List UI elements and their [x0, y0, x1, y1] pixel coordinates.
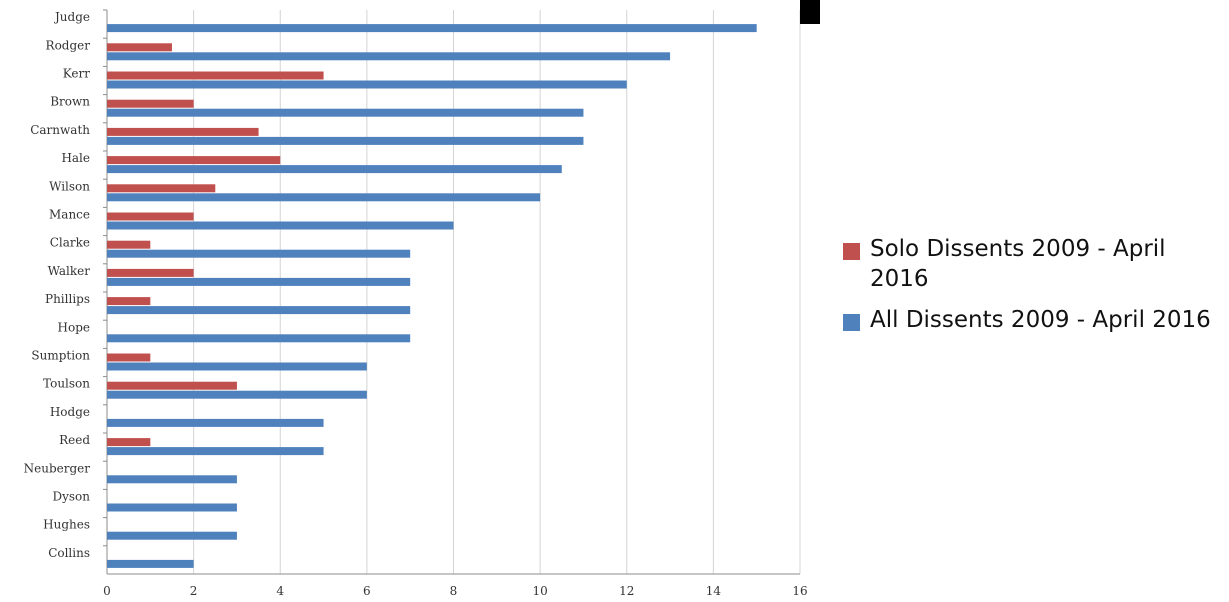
bar-solo-dissents: [107, 297, 151, 306]
category-label: Brown: [50, 95, 90, 109]
x-tick-label: 14: [706, 584, 722, 597]
bar-solo-dissents: [107, 127, 259, 136]
category-label: Carnwath: [30, 123, 90, 137]
legend-swatch-all: [843, 314, 860, 331]
x-tick-label: 12: [619, 584, 634, 597]
bar-solo-dissents: [107, 212, 194, 221]
bar-all-dissents: [107, 221, 454, 230]
bar-all-dissents: [107, 475, 237, 484]
bar-solo-dissents: [107, 184, 216, 193]
bar-all-dissents: [107, 334, 411, 343]
category-label: Kerr: [63, 67, 90, 81]
category-label: Hale: [61, 151, 90, 165]
bar-solo-dissents: [107, 240, 151, 249]
category-label: Judge: [53, 10, 90, 24]
bar-all-dissents: [107, 24, 757, 33]
bar-all-dissents: [107, 362, 367, 371]
x-tick-label: 0: [103, 584, 111, 597]
category-label: Hodge: [50, 405, 90, 419]
legend-item-solo-dissents: Solo Dissents 2009 - April 2016: [838, 234, 1223, 294]
category-label: Phillips: [45, 292, 90, 306]
x-tick-label: 2: [190, 584, 198, 597]
bar-all-dissents: [107, 52, 671, 61]
title-fragment: [800, 0, 820, 24]
bar-all-dissents: [107, 165, 562, 174]
bar-all-dissents: [107, 503, 237, 512]
category-label: Neuberger: [24, 461, 91, 475]
bar-solo-dissents: [107, 268, 194, 277]
chart-legend: Solo Dissents 2009 - April 2016 All Diss…: [838, 234, 1223, 346]
bar-all-dissents: [107, 277, 411, 286]
bar-all-dissents: [107, 418, 324, 427]
bar-all-dissents: [107, 193, 541, 202]
legend-label-solo: Solo Dissents 2009 - April 2016: [870, 236, 1166, 292]
category-label: Toulson: [43, 377, 90, 391]
bar-solo-dissents: [107, 353, 151, 362]
category-label: Walker: [48, 264, 91, 278]
legend-swatch-solo: [843, 243, 860, 260]
bar-all-dissents: [107, 108, 584, 117]
bar-all-dissents: [107, 531, 237, 540]
category-label: Mance: [49, 208, 90, 222]
bar-all-dissents: [107, 390, 367, 399]
bar-all-dissents: [107, 136, 584, 145]
category-label: Clarke: [50, 236, 90, 250]
category-label: Sumption: [31, 349, 90, 363]
legend-label-all: All Dissents 2009 - April 2016: [870, 307, 1211, 333]
category-label: Collins: [48, 546, 90, 560]
x-tick-label: 6: [363, 584, 371, 597]
category-label: Hope: [58, 320, 90, 334]
bar-all-dissents: [107, 306, 411, 315]
x-tick-label: 4: [276, 584, 284, 597]
x-tick-label: 10: [532, 584, 547, 597]
bar-solo-dissents: [107, 156, 281, 165]
bar-solo-dissents: [107, 43, 172, 52]
category-label: Reed: [59, 433, 90, 447]
x-tick-label: 16: [792, 584, 807, 597]
bar-all-dissents: [107, 249, 411, 258]
x-tick-label: 8: [450, 584, 458, 597]
category-label: Rodger: [46, 38, 91, 52]
bar-solo-dissents: [107, 99, 194, 108]
bar-solo-dissents: [107, 438, 151, 447]
bar-solo-dissents: [107, 381, 237, 390]
bar-all-dissents: [107, 447, 324, 456]
legend-item-all-dissents: All Dissents 2009 - April 2016: [838, 305, 1223, 335]
bar-solo-dissents: [107, 71, 324, 80]
bar-all-dissents: [107, 80, 627, 89]
category-label: Wilson: [49, 179, 90, 193]
bar-all-dissents: [107, 559, 194, 568]
category-label: Hughes: [43, 518, 90, 532]
category-label: Dyson: [52, 490, 90, 504]
